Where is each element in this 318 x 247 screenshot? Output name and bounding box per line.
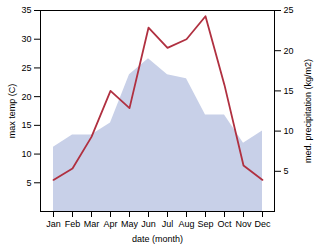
svg-text:20: 20: [284, 46, 294, 56]
svg-text:Aug: Aug: [178, 219, 194, 229]
svg-text:5: 5: [26, 178, 31, 188]
svg-text:Nov: Nov: [235, 219, 252, 229]
svg-text:Oct: Oct: [217, 219, 232, 229]
svg-text:Dec: Dec: [254, 219, 271, 229]
svg-text:35: 35: [21, 5, 31, 15]
svg-text:10: 10: [21, 149, 31, 159]
svg-text:Feb: Feb: [65, 219, 81, 229]
svg-text:date (month): date (month): [132, 234, 183, 244]
svg-text:15: 15: [21, 120, 31, 130]
svg-text:20: 20: [21, 92, 31, 102]
svg-text:Jan: Jan: [46, 219, 61, 229]
svg-text:25: 25: [284, 5, 294, 15]
svg-text:10: 10: [284, 126, 294, 136]
svg-text:5: 5: [284, 166, 289, 176]
svg-text:Apr: Apr: [103, 219, 117, 229]
svg-text:Jul: Jul: [162, 219, 174, 229]
svg-text:25: 25: [21, 63, 31, 73]
svg-text:15: 15: [284, 86, 294, 96]
svg-text:Mar: Mar: [84, 219, 100, 229]
svg-text:med. precipitation (kg/m2): med. precipitation (kg/m2): [303, 59, 313, 163]
svg-text:Jun: Jun: [141, 219, 156, 229]
svg-text:30: 30: [21, 34, 31, 44]
svg-text:May: May: [121, 219, 139, 229]
svg-text:max temp (C): max temp (C): [7, 84, 17, 139]
svg-text:Sep: Sep: [197, 219, 213, 229]
